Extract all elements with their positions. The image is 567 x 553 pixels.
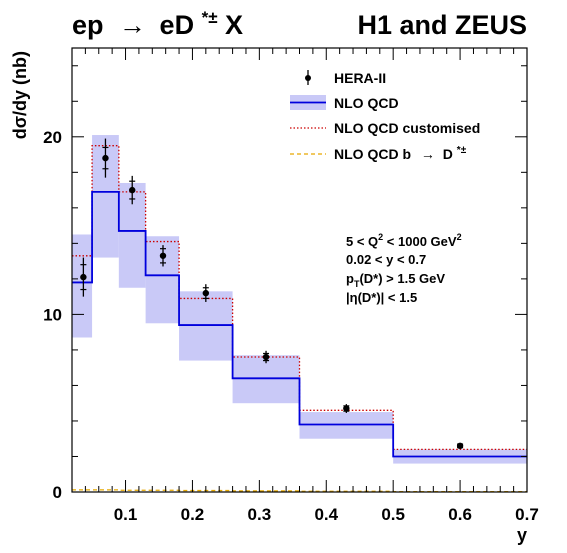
- nlo-band-bin-0: [72, 234, 93, 338]
- x-tick-label: 0.7: [515, 505, 539, 524]
- axis-ticks: 0.1 0.2 0.3 0.4 0.5 0.6 0.7 0 10 20: [43, 48, 539, 524]
- legend-item-hera: HERA-II: [305, 70, 386, 86]
- cut-eta: |η(D*)| < 1.5: [346, 290, 417, 305]
- marker: [80, 273, 87, 281]
- x-axis-label: y: [517, 525, 527, 545]
- y-tick-label: 10: [43, 305, 62, 324]
- data-points-layer: [80, 138, 464, 450]
- y-axis-label: dσ/dy (nb): [10, 51, 30, 139]
- title-right: H1 and ZEUS: [357, 10, 527, 40]
- marker: [129, 186, 136, 194]
- x-tick-label: 0.3: [248, 505, 272, 524]
- marker: [343, 405, 350, 412]
- legend-label-beauty: NLO QCD b → D *±: [334, 145, 467, 162]
- marker: [456, 442, 464, 450]
- x-tick-label: 0.5: [381, 505, 405, 524]
- legend-label-hera: HERA-II: [334, 70, 386, 86]
- title-arrow: →: [119, 10, 146, 40]
- data-point-5: [262, 350, 270, 364]
- data-point-2: [129, 175, 136, 205]
- data-point-7: [456, 442, 464, 450]
- y-tick-label: 20: [43, 128, 62, 147]
- data-point-6: [343, 404, 350, 413]
- data-point-1: [102, 138, 109, 178]
- cut-y: 0.02 < y < 0.7: [346, 252, 426, 267]
- y-tick-label: 0: [53, 483, 62, 502]
- nlo-band-bin-3: [145, 236, 180, 324]
- cut-q2: 5 < Q2 < 1000 GeV2: [346, 232, 462, 249]
- kinematic-cuts: 5 < Q2 < 1000 GeV2 0.02 < y < 0.7 pT(D*)…: [346, 232, 462, 305]
- cut-pt: pT(D*) > 1.5 GeV: [346, 271, 445, 289]
- title-left: ep → eD *± X: [72, 0, 243, 40]
- nlo-qcd-line: [72, 190, 527, 458]
- data-point-0: [80, 257, 87, 297]
- legend-item-nlo: NLO QCD: [290, 95, 399, 111]
- legend-item-customised: NLO QCD customised: [290, 120, 480, 136]
- legend-label-nlo: NLO QCD: [334, 95, 399, 111]
- data-point-3: [159, 245, 167, 267]
- legend-label-customised: NLO QCD customised: [334, 120, 480, 136]
- marker: [262, 353, 270, 361]
- x-tick-label: 0.6: [448, 505, 472, 524]
- title-ep: ep: [72, 10, 104, 40]
- x-tick-label: 0.1: [114, 505, 138, 524]
- legend-item-beauty: NLO QCD b → D *±: [290, 145, 467, 162]
- legend: HERA-II NLO QCD NLO QCD customised NLO Q…: [290, 70, 480, 162]
- x-tick-label: 0.4: [314, 505, 338, 524]
- data-point-4: [202, 284, 210, 302]
- marker: [202, 289, 210, 297]
- marker: [159, 252, 167, 259]
- x-tick-label: 0.2: [181, 505, 205, 524]
- title-sup: *±: [202, 8, 218, 27]
- title-d: eD: [160, 10, 195, 40]
- marker: [102, 154, 109, 162]
- title-x: X: [225, 10, 243, 40]
